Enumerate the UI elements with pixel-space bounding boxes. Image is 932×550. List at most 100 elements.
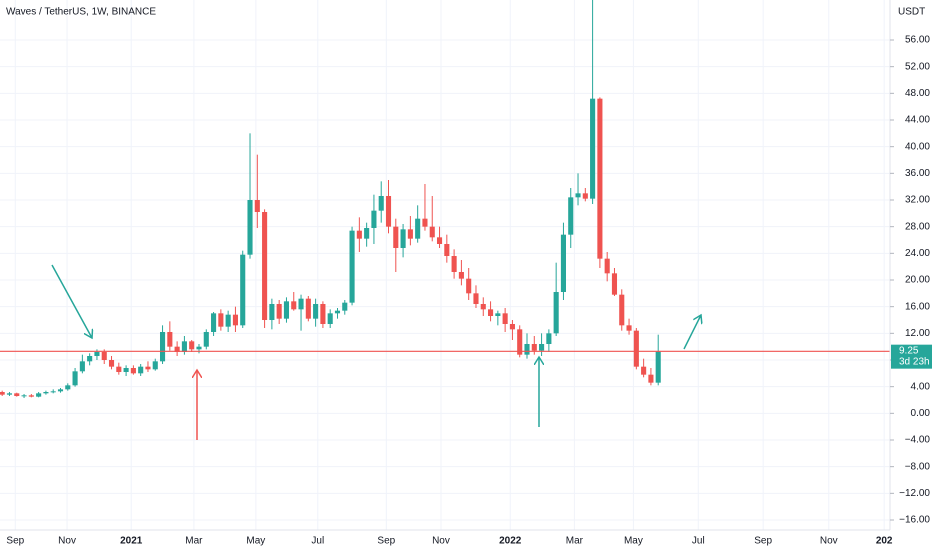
candle-body xyxy=(604,258,610,274)
price-label-bg xyxy=(891,344,932,369)
candle-body xyxy=(101,352,107,360)
candle-body xyxy=(181,341,187,352)
candle-body xyxy=(356,230,362,239)
candle-body xyxy=(334,310,341,314)
candle-body xyxy=(524,344,530,355)
candle-body xyxy=(203,332,209,347)
y-tick-label: 52.00 xyxy=(905,61,930,72)
x-tick-label: Jul xyxy=(692,536,705,547)
axes: 56.00 52.00 48.00 44.00 40.00 36.00 32.00 28.00… xyxy=(6,35,932,547)
candle-body xyxy=(393,226,399,248)
x-tick-label: Mar xyxy=(185,536,203,547)
x-tick-label: Nov xyxy=(820,536,838,547)
candle-body xyxy=(247,200,253,255)
y-tick-label: −4.00 xyxy=(905,435,931,446)
candle-body xyxy=(473,293,479,304)
candle-body xyxy=(458,272,464,279)
candle-body xyxy=(138,366,144,374)
y-tick-label: 28.00 xyxy=(905,221,930,232)
candle-body xyxy=(6,393,13,395)
x-tick-label: Nov xyxy=(58,536,76,547)
y-axis-label: USDT xyxy=(898,7,925,18)
candle-body xyxy=(65,385,71,390)
candle-body xyxy=(364,228,370,239)
candle-body xyxy=(633,330,639,367)
candles xyxy=(0,0,661,398)
candle-body xyxy=(254,200,260,212)
candle-body xyxy=(36,393,42,397)
y-tick-label: 32.00 xyxy=(905,195,930,206)
candle-body xyxy=(283,301,290,319)
y-tick-label: 24.00 xyxy=(905,248,930,259)
candle-body xyxy=(342,302,348,311)
arrow xyxy=(683,315,701,350)
candle-body xyxy=(298,298,304,310)
candle-body xyxy=(575,193,581,198)
y-tick-label: −8.00 xyxy=(905,461,931,472)
x-tick-label: Sep xyxy=(377,536,395,547)
candle-body xyxy=(422,218,428,227)
candle-body xyxy=(415,218,421,239)
grid xyxy=(0,0,890,530)
candle-body xyxy=(196,346,202,350)
candle-body xyxy=(385,196,392,227)
candle-body xyxy=(218,313,224,327)
y-tick-label: 36.00 xyxy=(905,168,930,179)
candle-body xyxy=(145,366,151,370)
candle-body xyxy=(28,395,34,397)
y-tick-label: 0.00 xyxy=(911,408,931,419)
candle-body xyxy=(152,361,158,370)
price-axis xyxy=(890,0,932,550)
candle-body xyxy=(291,301,297,310)
y-tick-label: 20.00 xyxy=(905,275,930,286)
y-tick-label: 16.00 xyxy=(905,301,930,312)
candle-body xyxy=(232,314,238,326)
candle-body xyxy=(480,304,486,310)
candle-body xyxy=(116,366,122,372)
candle-body xyxy=(240,254,246,326)
candle-body xyxy=(509,324,515,330)
y-tick-label: 44.00 xyxy=(905,115,930,126)
candle-body xyxy=(407,229,413,239)
candle-body xyxy=(655,351,661,383)
x-tick-label: Mar xyxy=(566,536,584,547)
x-tick-label: May xyxy=(246,536,265,547)
candle-body xyxy=(313,304,319,319)
candle-body xyxy=(211,313,217,332)
candle-body xyxy=(444,244,450,256)
candle-body xyxy=(276,304,282,319)
price-label: 9.25 xyxy=(899,345,919,356)
x-tick-label: 2021 xyxy=(120,536,143,547)
candle-body xyxy=(568,197,574,235)
y-tick-label: 4.00 xyxy=(911,381,931,392)
y-tick-label: 56.00 xyxy=(905,35,930,46)
candle-body xyxy=(495,313,501,316)
candle-body xyxy=(57,389,64,392)
candle-body xyxy=(560,234,566,292)
candle-body xyxy=(94,352,100,356)
candle-body xyxy=(517,329,523,355)
x-tick-label: Jul xyxy=(311,536,324,547)
candle-body xyxy=(626,325,632,331)
candle-body xyxy=(466,278,472,294)
x-tick-label: Nov xyxy=(432,536,450,547)
candle-body xyxy=(174,346,180,352)
y-tick-label: 12.00 xyxy=(905,328,930,339)
candle-body xyxy=(400,229,406,248)
candle-body xyxy=(225,314,231,327)
candle-body xyxy=(619,294,625,326)
candle-body xyxy=(262,212,268,320)
candle-body xyxy=(436,237,443,244)
candle-body xyxy=(50,391,56,393)
y-tick-label: −16.00 xyxy=(899,515,930,526)
candle-body xyxy=(488,309,494,316)
candle-body xyxy=(159,332,166,362)
arrow xyxy=(51,264,92,338)
candle-body xyxy=(130,368,136,374)
candle-body xyxy=(349,230,355,303)
candle-body xyxy=(79,361,85,372)
x-tick-label: 2022 xyxy=(499,536,522,547)
candle-body xyxy=(269,304,275,320)
candle-body xyxy=(87,356,93,362)
candle-body xyxy=(553,292,559,334)
